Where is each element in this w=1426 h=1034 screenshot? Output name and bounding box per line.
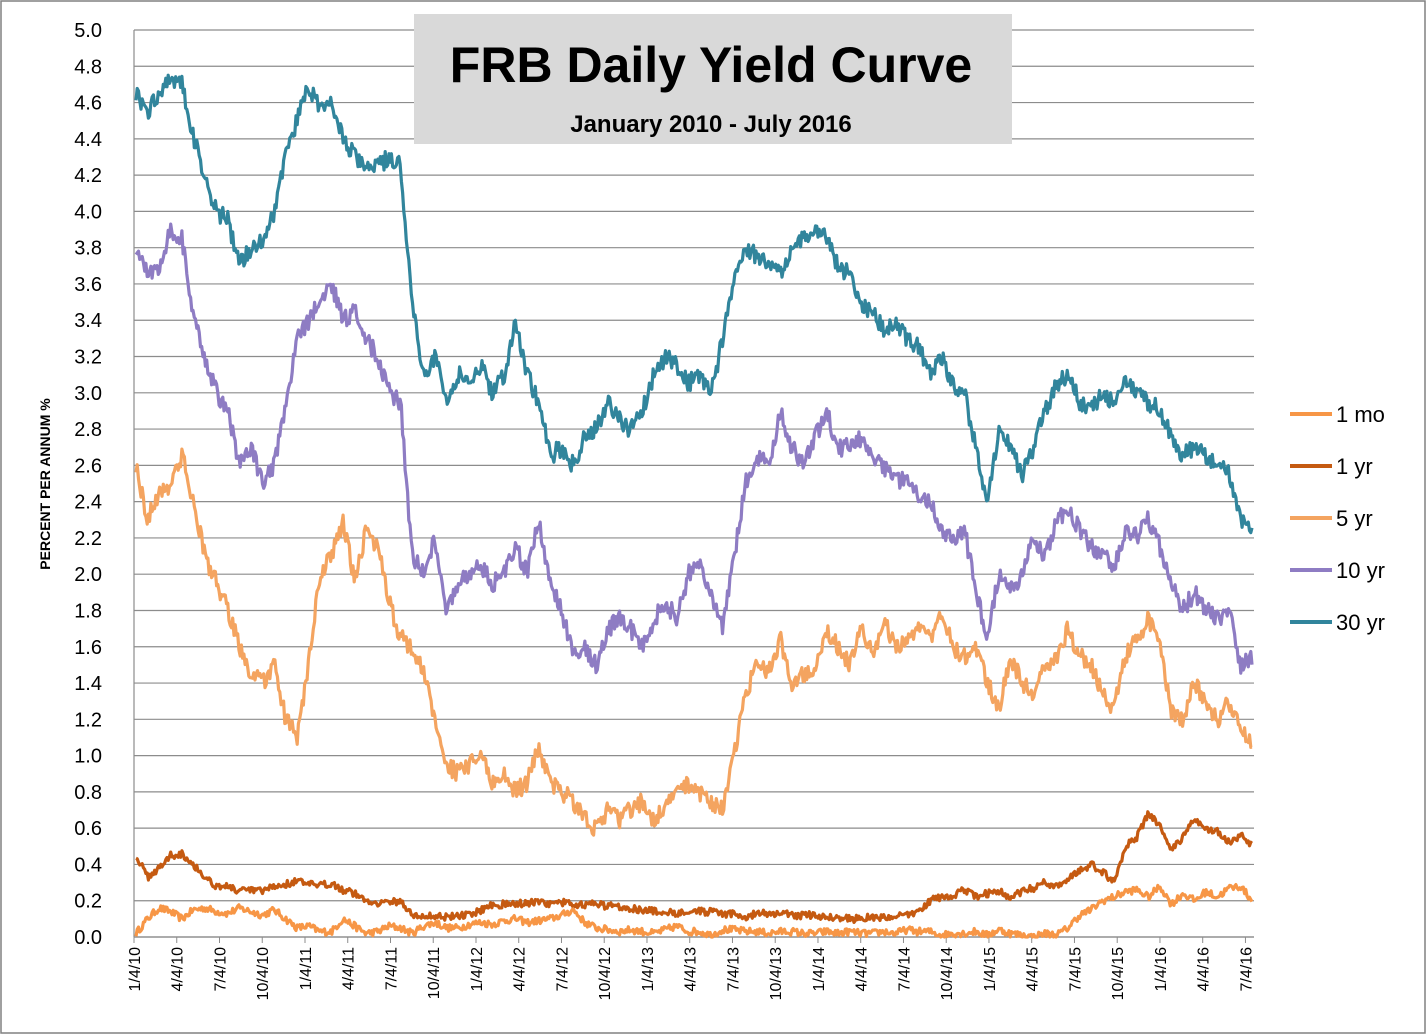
y-tick-label: 2.8	[74, 419, 102, 441]
x-tick-label: 7/4/11	[383, 947, 400, 990]
x-tick-label: 7/4/12	[554, 947, 571, 992]
y-tick-label: 2.0	[74, 564, 102, 586]
series-line-1-mo	[134, 882, 1254, 939]
series-lines	[134, 73, 1254, 939]
x-tick-label: 10/4/13	[768, 947, 785, 1000]
legend-label-1-yr: 1 yr	[1336, 454, 1373, 479]
y-tick-label: 1.4	[74, 673, 102, 695]
x-tick-label: 7/4/14	[896, 947, 913, 992]
y-tick-label: 2.4	[74, 492, 102, 514]
x-tick-label: 10/4/14	[939, 947, 956, 1000]
x-tick-label: 1/4/12	[469, 947, 486, 992]
x-tick-label: 7/4/13	[725, 947, 742, 992]
legend-label-30-yr: 30 yr	[1336, 610, 1385, 635]
title-box: FRB Daily Yield Curve January 2010 - Jul…	[414, 14, 1012, 144]
y-tick-label: 5.0	[74, 20, 102, 42]
legend: 1 mo 1 yr 5 yr 10 yr 30 yr	[1290, 402, 1385, 635]
title-background	[414, 14, 1012, 144]
y-tick-label: 3.8	[74, 238, 102, 260]
y-tick-label: 3.0	[74, 383, 102, 405]
y-tick-label: 0.4	[74, 854, 102, 876]
y-tick-label: 4.0	[74, 201, 102, 223]
chart-subtitle: January 2010 - July 2016	[570, 111, 852, 138]
x-tick-label: 4/4/15	[1025, 947, 1042, 992]
x-tick-label: 10/4/10	[255, 947, 272, 1000]
x-tick-label: 1/4/13	[640, 947, 657, 992]
x-tick-label: 1/4/14	[811, 947, 828, 992]
x-tick-label: 4/4/11	[341, 947, 358, 990]
x-tick-label: 4/4/13	[683, 947, 700, 992]
y-tick-label: 4.6	[74, 93, 102, 115]
x-tick-label: 1/4/16	[1153, 947, 1170, 992]
y-tick-label: 0.2	[74, 891, 102, 913]
y-tick-label: 1.6	[74, 637, 102, 659]
x-tick-label: 1/4/10	[127, 947, 144, 992]
series-line-1-yr	[135, 810, 1254, 925]
x-tick-label: 4/4/10	[170, 947, 187, 992]
x-tick-label: 4/4/14	[854, 947, 871, 992]
x-tick-label: 1/4/11	[298, 947, 315, 990]
x-tick-label: 4/4/16	[1196, 947, 1213, 992]
series-line-10-yr	[134, 222, 1254, 675]
x-tick-label: 7/4/10	[212, 947, 229, 992]
x-tick-label: 10/4/12	[597, 947, 614, 1000]
y-tick-label: 0.6	[74, 818, 102, 840]
legend-label-1-mo: 1 mo	[1336, 402, 1385, 427]
x-tick-label: 7/4/15	[1067, 947, 1084, 992]
x-tick-label: 7/4/16	[1238, 947, 1255, 992]
y-tick-label: 1.8	[74, 600, 102, 622]
series-line-5-yr	[134, 447, 1253, 837]
y-tick-label: 2.6	[74, 455, 102, 477]
y-tick-label: 4.2	[74, 165, 102, 187]
legend-label-10-yr: 10 yr	[1336, 558, 1385, 583]
x-tick-label: 10/4/11	[426, 947, 443, 999]
x-tick-label: 1/4/15	[982, 947, 999, 992]
y-tick-label: 3.4	[74, 310, 102, 332]
y-tick-label: 3.2	[74, 347, 102, 369]
y-tick-label: 4.8	[74, 56, 102, 78]
y-tick-label: 1.0	[74, 746, 102, 768]
y-axis-label: PERCENT PER ANNUM %	[37, 398, 53, 570]
legend-label-5-yr: 5 yr	[1336, 506, 1373, 531]
y-tick-label: 1.2	[74, 709, 102, 731]
y-tick-label: 0.8	[74, 782, 102, 804]
axes: 0.0 0.2 0.4 0.6 0.8 1.0 1.2 1.4 1.6 1.8 2.0 2.2 2.4 2…	[74, 20, 1255, 1000]
series-line-30-yr	[134, 73, 1254, 535]
y-tick-label: 3.6	[74, 274, 102, 296]
y-tick-label: 4.4	[74, 129, 102, 151]
y-tick-label: 0.0	[74, 927, 102, 949]
y-tick-label: 2.2	[74, 528, 102, 550]
chart-title: FRB Daily Yield Curve	[450, 37, 972, 93]
x-tick-label: 4/4/12	[512, 947, 529, 992]
x-tick-label: 10/4/15	[1110, 947, 1127, 1000]
